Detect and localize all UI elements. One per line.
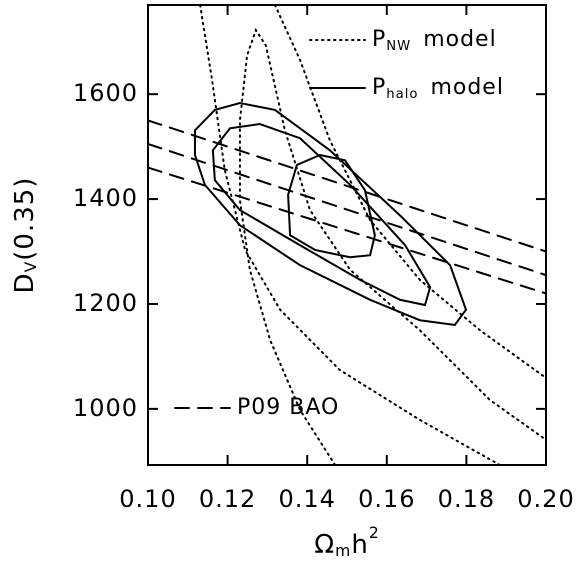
plot-area [148, 5, 546, 465]
x-tick-label: 0.18 [438, 485, 495, 513]
contour-line [148, 143, 546, 277]
x-tick-label: 0.14 [278, 485, 335, 513]
label-part: h [351, 530, 368, 560]
label-part: (0.35) [10, 177, 40, 261]
y-tick-label: 1400 [73, 184, 138, 212]
x-tick-label: 0.20 [517, 485, 574, 513]
label-part: V [22, 261, 40, 273]
legend-label: P09 BAO [237, 395, 339, 420]
plot-frame [147, 4, 547, 466]
y-tick-label: 1600 [73, 79, 138, 107]
legend-label: Phalo model [372, 75, 504, 102]
x-tick-label: 0.10 [119, 485, 176, 513]
label-part: 2 [369, 524, 380, 542]
label-part: m [335, 542, 351, 560]
contour-line [148, 166, 546, 295]
contour-line [238, 27, 546, 465]
legend-label: PNW model [372, 27, 497, 54]
y-tick-label: 1000 [73, 394, 138, 422]
contour-line [148, 119, 546, 253]
contour-line [193, 102, 468, 327]
y-tick-label: 1200 [73, 289, 138, 317]
contour-line [287, 153, 376, 259]
label-part: D [10, 272, 40, 293]
legend-part: halo [386, 87, 418, 102]
legend-part: P [372, 75, 386, 100]
legend-part: P09 BAO [237, 395, 339, 420]
contour-line [211, 123, 432, 307]
contour-line [199, 5, 546, 465]
legend-part: P [372, 27, 386, 52]
label-part: Ω [314, 530, 335, 560]
y-axis-label: DV(0.35) [10, 177, 40, 294]
x-tick-label: 0.12 [199, 485, 256, 513]
legend-part: model [430, 75, 504, 100]
legend-part: model [423, 27, 497, 52]
x-tick-label: 0.16 [358, 485, 415, 513]
x-axis-label: Ωmh2 [314, 524, 379, 560]
legend-part: NW [386, 39, 411, 54]
